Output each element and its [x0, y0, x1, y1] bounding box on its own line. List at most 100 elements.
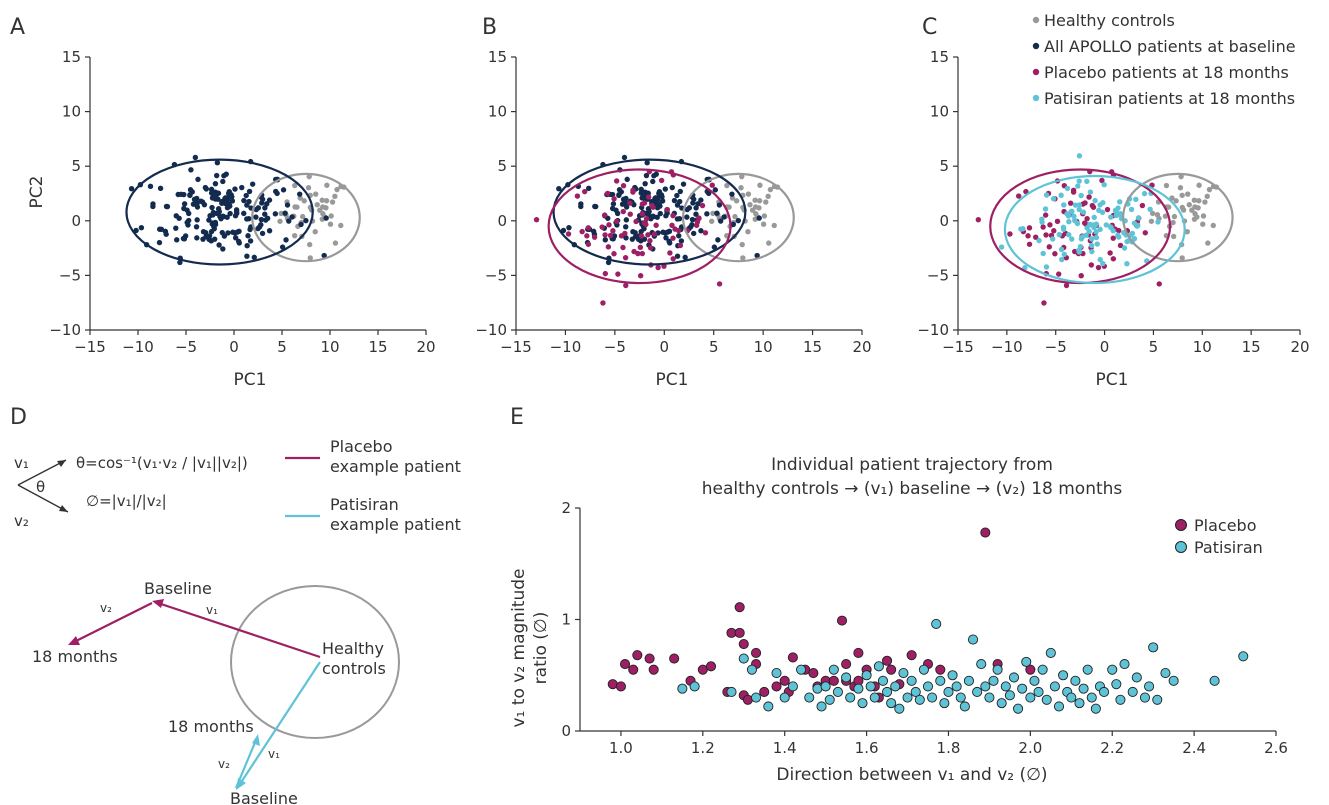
- point-placebo: [630, 189, 636, 195]
- x-tick-label: 1.0: [609, 739, 633, 757]
- point-patisiran: [1147, 206, 1153, 213]
- point-healthy: [292, 204, 298, 210]
- point-placebo: [631, 248, 637, 255]
- point-baseline: [721, 214, 727, 220]
- x-tick-label: −10: [550, 338, 582, 356]
- y-tick-label: 5: [939, 157, 949, 175]
- point-placebo: [738, 638, 749, 650]
- x-tick-label: −15: [942, 338, 974, 356]
- point-placebo: [1081, 220, 1088, 226]
- point-placebo: [709, 182, 715, 188]
- point-patisiran: [1093, 229, 1099, 235]
- point-baseline: [284, 202, 291, 208]
- point-placebo: [602, 232, 608, 238]
- point-patisiran: [1097, 256, 1103, 263]
- point-placebo: [615, 271, 621, 277]
- x-tick-label: −10: [122, 338, 154, 356]
- point-baseline: [272, 211, 279, 217]
- point-healthy: [757, 182, 763, 188]
- point-baseline: [233, 207, 240, 213]
- y-tick-label: 2: [561, 499, 571, 517]
- point-baseline: [202, 229, 209, 236]
- point-baseline: [283, 237, 289, 243]
- point-baseline: [650, 178, 656, 185]
- point-placebo: [1110, 256, 1117, 262]
- y-tick-label: 10: [930, 103, 949, 121]
- point-healthy: [739, 241, 745, 248]
- point-patisiran: [1121, 245, 1128, 251]
- y-axis-label-e-line2: ratio (∅): [531, 612, 551, 685]
- point-baseline: [643, 172, 650, 179]
- point-patisiran: [1119, 659, 1130, 670]
- point-baseline: [259, 200, 265, 206]
- point-patisiran: [1131, 672, 1142, 683]
- point-patisiran: [1040, 250, 1046, 257]
- point-patisiran: [853, 683, 864, 694]
- point-baseline: [262, 205, 268, 211]
- legend-patisiran-example-line1: Patisiran: [330, 495, 399, 514]
- point-baseline: [656, 190, 662, 197]
- point-patisiran: [914, 694, 925, 705]
- point-placebo: [828, 675, 839, 686]
- point-patisiran: [1060, 224, 1067, 231]
- legend-marker-patisiran: [1032, 94, 1040, 102]
- point-baseline: [184, 207, 190, 213]
- point-placebo: [1117, 242, 1124, 249]
- point-baseline: [642, 180, 648, 187]
- point-baseline: [244, 243, 250, 249]
- point-placebo: [750, 647, 762, 659]
- point-healthy: [1184, 229, 1190, 235]
- point-baseline: [222, 195, 229, 201]
- chart-e-title-line2: healthy controls → (v₁) baseline → (v₂) …: [702, 479, 1123, 499]
- point-baseline: [695, 201, 701, 207]
- point-placebo: [619, 659, 631, 670]
- point-healthy: [278, 210, 284, 217]
- point-patisiran: [980, 681, 991, 692]
- point-patisiran: [1117, 210, 1124, 217]
- point-placebo: [649, 202, 655, 209]
- y-axis-label-a: PC2: [27, 176, 47, 209]
- point-baseline: [259, 230, 266, 237]
- point-healthy: [314, 202, 320, 208]
- point-placebo: [667, 250, 673, 256]
- schema-v2-line: [17, 484, 69, 513]
- ellipse-healthy: [1122, 172, 1234, 263]
- point-patisiran: [1053, 701, 1065, 712]
- point-patisiran: [1050, 236, 1056, 242]
- point-patisiran: [845, 692, 856, 703]
- point-patisiran: [1022, 265, 1028, 271]
- legend-placebo-example-line1: Placebo: [330, 437, 392, 456]
- point-baseline: [220, 246, 226, 252]
- point-baseline: [181, 201, 188, 207]
- point-healthy: [332, 240, 339, 246]
- point-baseline: [223, 171, 229, 177]
- point-baseline: [676, 233, 682, 239]
- point-baseline: [209, 204, 215, 211]
- point-placebo: [581, 188, 588, 195]
- point-patisiran: [1093, 234, 1100, 241]
- point-patisiran: [1089, 236, 1095, 242]
- point-baseline: [286, 218, 292, 224]
- point-placebo: [641, 220, 647, 226]
- point-placebo: [591, 234, 598, 240]
- point-baseline: [711, 244, 718, 250]
- point-placebo: [734, 627, 745, 638]
- point-baseline: [247, 226, 253, 233]
- point-patisiran: [750, 692, 762, 703]
- point-baseline: [693, 211, 699, 217]
- point-patisiran: [1098, 686, 1110, 698]
- point-healthy: [1202, 199, 1208, 205]
- point-baseline: [187, 192, 193, 199]
- point-healthy: [1171, 213, 1178, 220]
- point-placebo: [632, 650, 643, 661]
- point-patisiran: [796, 664, 807, 675]
- point-placebo: [601, 212, 608, 218]
- y-tick-label: 5: [71, 157, 81, 175]
- point-placebo: [604, 190, 611, 197]
- point-patisiran: [910, 686, 921, 698]
- point-baseline: [266, 228, 273, 234]
- point-placebo: [664, 206, 670, 213]
- point-placebo: [628, 664, 639, 675]
- point-baseline: [156, 239, 163, 246]
- point-patisiran: [832, 686, 843, 698]
